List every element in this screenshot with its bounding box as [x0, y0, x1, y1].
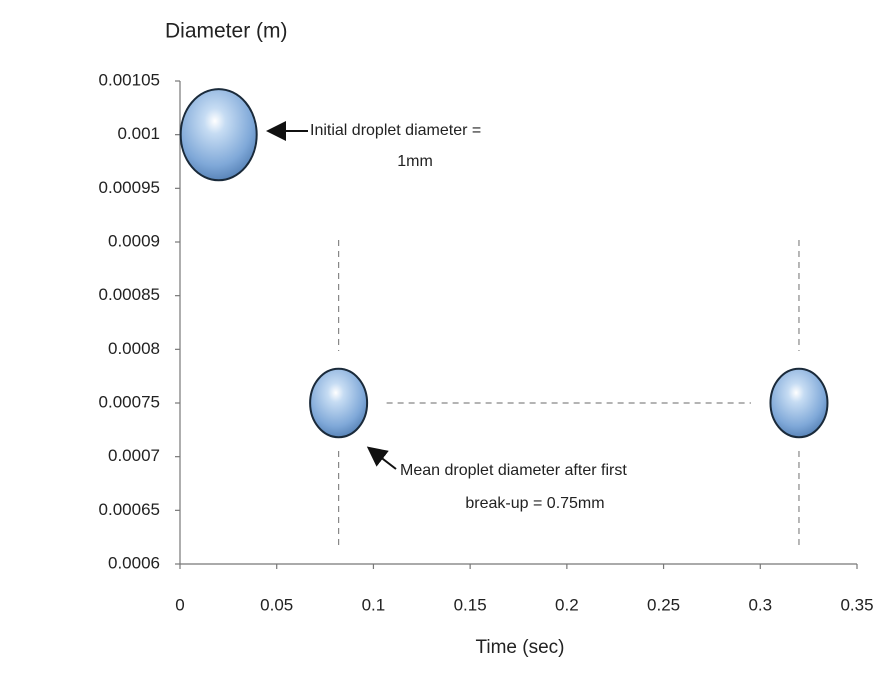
x-axis-title: Time (sec) — [475, 637, 564, 658]
y-tick-label: 0.00095 — [99, 178, 160, 197]
x-tick-label: 0.25 — [647, 595, 680, 614]
y-tick-label: 0.00075 — [99, 392, 160, 411]
y-axis-title: Diameter (m) — [165, 20, 288, 43]
droplet — [179, 88, 258, 182]
y-tick-label: 0.00105 — [99, 70, 160, 89]
droplet — [769, 367, 829, 439]
annotation-arrow — [366, 446, 397, 470]
x-tick-label: 0.05 — [260, 595, 293, 614]
y-tick-label: 0.0006 — [108, 553, 160, 572]
x-tick-label: 0.35 — [840, 595, 873, 614]
x-tick-label: 0.1 — [362, 595, 386, 614]
x-tick-label: 0.2 — [555, 595, 579, 614]
droplet — [309, 367, 369, 439]
y-tick-label: 0.0007 — [108, 446, 160, 465]
x-tick-label: 0.15 — [454, 595, 487, 614]
y-tick-label: 0.0009 — [108, 231, 160, 250]
annotation: 1mm — [397, 153, 433, 170]
y-tick-label: 0.001 — [117, 124, 160, 143]
x-tick-label: 0.3 — [748, 595, 772, 614]
x-tick-label: 0 — [175, 595, 184, 614]
y-tick-label: 0.00065 — [99, 500, 160, 519]
y-tick-label: 0.00085 — [99, 285, 160, 304]
y-tick-label: 0.0008 — [108, 339, 160, 358]
annotation: Initial droplet diameter = — [310, 122, 481, 139]
annotation: break-up = 0.75mm — [465, 495, 604, 512]
annotation: Mean droplet diameter after first — [400, 462, 627, 479]
